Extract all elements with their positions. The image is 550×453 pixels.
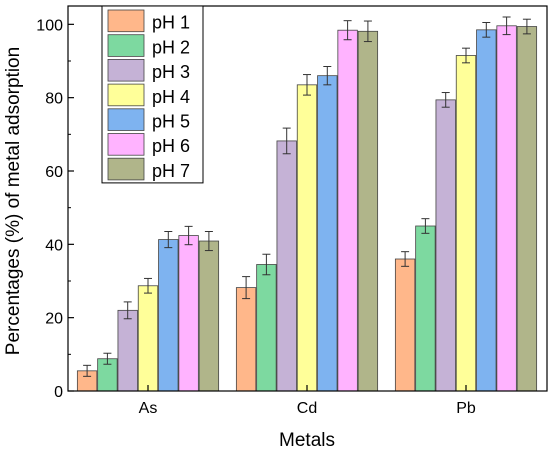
- bar-ph5-cd: [317, 75, 338, 392]
- error-bar-ph1-as: [83, 364, 92, 377]
- legend-label-ph7: pH 7: [152, 161, 190, 181]
- error-bar-ph7-cd: [363, 20, 372, 43]
- y-tick-label: 40: [45, 237, 63, 254]
- legend-swatch-ph2: [107, 34, 145, 57]
- bar-ph2-cd: [256, 264, 277, 392]
- error-bar-ph5-pb: [482, 22, 491, 38]
- legend-swatch-ph3: [107, 59, 145, 82]
- error-bar-ph4-pb: [462, 47, 470, 64]
- bar-ph1-cd: [235, 287, 257, 392]
- error-bar-ph1-pb: [401, 251, 410, 267]
- error-bar-ph5-cd: [323, 66, 332, 86]
- error-bar-ph3-pb: [441, 92, 450, 108]
- legend-label-ph6: pH 6: [152, 136, 190, 156]
- bar-ph4-cd: [296, 84, 318, 392]
- legend-label-ph3: pH 3: [152, 62, 190, 82]
- y-tick-label: 20: [45, 311, 63, 328]
- legend-label-ph2: pH 2: [152, 37, 190, 57]
- x-tick-label-cd: Cd: [297, 400, 317, 417]
- bar-ph4-pb: [455, 55, 477, 392]
- bar-ph6-as: [178, 235, 199, 392]
- bar-ph4-as: [137, 285, 159, 392]
- error-bar-ph3-cd: [282, 127, 291, 155]
- error-bar-ph6-cd: [343, 20, 352, 41]
- bar-ph3-as: [117, 309, 138, 392]
- bar-ph5-as: [158, 239, 179, 392]
- bar-ph7-pb: [516, 26, 538, 392]
- legend-label-ph4: pH 4: [152, 87, 190, 107]
- bar-ph3-pb: [435, 99, 456, 392]
- bars-layer: [76, 25, 538, 392]
- legend-swatch-ph6: [107, 133, 145, 156]
- bar-ph7-cd: [357, 30, 379, 392]
- legend-swatch-ph7: [107, 157, 145, 181]
- y-tick-label: 0: [54, 384, 63, 401]
- bar-ph6-pb: [496, 25, 517, 392]
- error-bar-ph3-as: [123, 301, 132, 320]
- error-bar-ph4-cd: [303, 74, 311, 96]
- axes-layer: 0 20 40 60 80 100 As Cd Pb: [36, 5, 548, 417]
- bar-ph7-as: [198, 240, 220, 392]
- x-tick-label-pb: Pb: [456, 400, 476, 417]
- error-bar-ph2-as: [103, 352, 112, 365]
- bar-ph1-pb: [394, 258, 416, 392]
- legend-label-ph5: pH 5: [152, 112, 190, 132]
- y-tick-label: 60: [45, 164, 63, 181]
- bar-ph5-pb: [476, 29, 497, 392]
- bar-ph3-cd: [276, 140, 297, 392]
- error-bar-ph7-pb: [522, 18, 531, 35]
- legend-swatch-ph1: [107, 9, 145, 33]
- error-bar-ph7-as: [204, 231, 213, 252]
- error-bar-ph4-as: [144, 277, 152, 294]
- error-bars-layer: [83, 16, 531, 377]
- legend-label-ph1: pH 1: [152, 13, 190, 33]
- error-bar-ph2-pb: [421, 218, 430, 234]
- legend-swatch-ph5: [107, 108, 145, 131]
- y-tick-label: 100: [36, 17, 63, 34]
- error-bar-ph6-as: [184, 225, 193, 246]
- bar-ph6-cd: [337, 29, 358, 392]
- x-axis-title: Metals: [279, 430, 335, 451]
- error-bar-ph2-cd: [262, 253, 271, 276]
- y-axis-title: Percentages (%) of metal adsorption: [3, 47, 24, 355]
- bar-ph2-pb: [415, 225, 436, 392]
- error-bar-ph1-cd: [242, 276, 251, 300]
- error-bar-ph5-as: [164, 231, 173, 249]
- y-tick-label: 80: [45, 91, 63, 108]
- legend: pH 1 pH 2 pH 3 pH 4 pH 5 pH 6 pH 7: [101, 5, 204, 184]
- x-tick-label-as: As: [139, 400, 158, 417]
- legend-swatch-ph4: [107, 83, 145, 107]
- error-bar-ph6-pb: [502, 16, 511, 36]
